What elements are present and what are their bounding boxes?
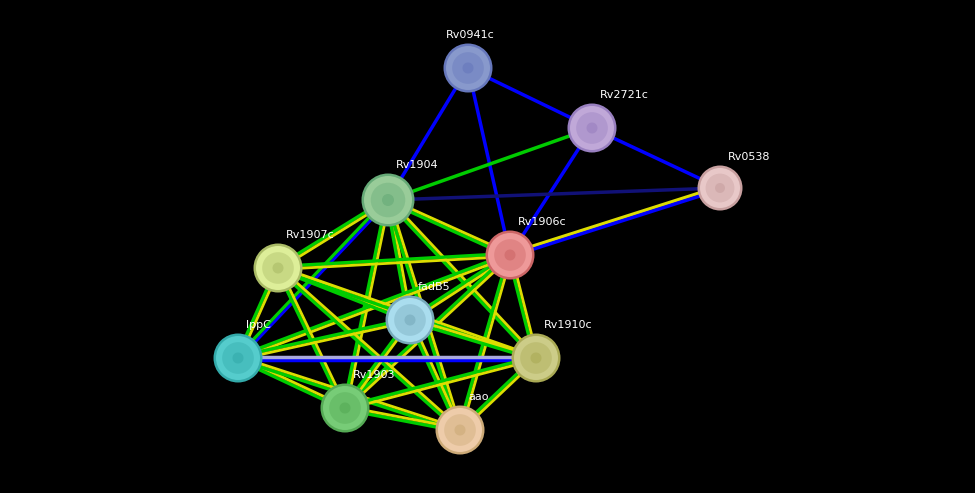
Circle shape xyxy=(256,246,300,290)
Circle shape xyxy=(445,414,476,446)
Circle shape xyxy=(388,298,432,342)
Text: Rv1903: Rv1903 xyxy=(353,370,396,380)
Text: Rv1910c: Rv1910c xyxy=(544,320,593,330)
Circle shape xyxy=(405,315,415,325)
Text: Rv1904: Rv1904 xyxy=(396,160,439,170)
Circle shape xyxy=(436,406,485,455)
Circle shape xyxy=(446,46,490,90)
Circle shape xyxy=(567,104,616,152)
Circle shape xyxy=(394,304,426,336)
Circle shape xyxy=(232,352,244,363)
Text: Rv2721c: Rv2721c xyxy=(600,90,649,100)
Circle shape xyxy=(587,122,598,134)
Circle shape xyxy=(454,424,465,435)
Circle shape xyxy=(438,408,482,452)
Text: Rv0538: Rv0538 xyxy=(728,152,770,162)
Circle shape xyxy=(530,352,541,363)
Circle shape xyxy=(339,402,350,414)
Circle shape xyxy=(362,174,414,226)
Text: fadB5: fadB5 xyxy=(418,282,450,292)
Text: Rv1907c: Rv1907c xyxy=(286,230,334,240)
Circle shape xyxy=(214,333,262,383)
Circle shape xyxy=(514,336,558,380)
Circle shape xyxy=(452,52,484,84)
Circle shape xyxy=(382,194,394,206)
Text: lppC: lppC xyxy=(246,320,271,330)
Circle shape xyxy=(494,239,526,271)
Circle shape xyxy=(512,333,561,383)
Circle shape xyxy=(715,183,725,193)
Circle shape xyxy=(706,174,734,203)
Circle shape xyxy=(700,168,740,208)
Circle shape xyxy=(504,249,516,260)
Circle shape xyxy=(462,63,474,73)
Circle shape xyxy=(486,231,534,280)
Circle shape xyxy=(254,244,302,292)
Circle shape xyxy=(262,252,293,284)
Circle shape xyxy=(488,233,532,277)
Circle shape xyxy=(570,106,614,150)
Circle shape xyxy=(272,262,284,274)
Circle shape xyxy=(385,295,435,345)
Circle shape xyxy=(576,112,607,144)
Text: Rv1906c: Rv1906c xyxy=(518,217,566,227)
Circle shape xyxy=(321,384,370,432)
Circle shape xyxy=(222,342,254,374)
Text: aao: aao xyxy=(468,392,488,402)
Text: Rv0941c: Rv0941c xyxy=(446,30,494,40)
Circle shape xyxy=(216,336,260,380)
Circle shape xyxy=(323,386,367,430)
Circle shape xyxy=(370,183,406,217)
Circle shape xyxy=(697,166,743,211)
Circle shape xyxy=(364,176,412,224)
Circle shape xyxy=(520,342,552,374)
Circle shape xyxy=(330,392,361,424)
Circle shape xyxy=(444,43,492,93)
